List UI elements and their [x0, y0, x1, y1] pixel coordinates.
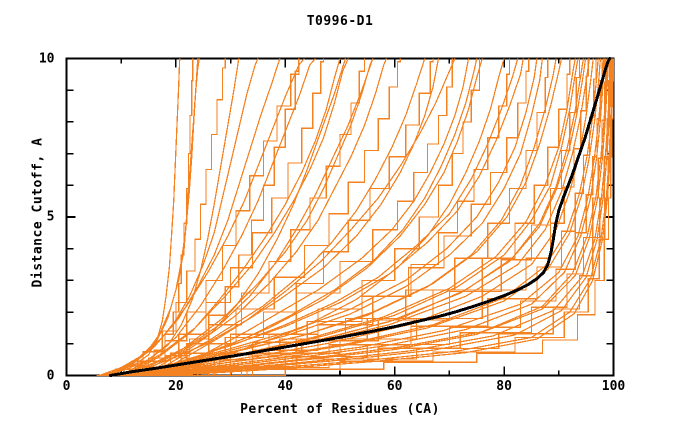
- model-curve: [110, 58, 300, 377]
- model-curve: [112, 58, 305, 377]
- model-curve: [154, 58, 611, 377]
- model-curve: [164, 58, 505, 377]
- model-curve: [134, 58, 401, 377]
- model-curve: [142, 58, 388, 377]
- model-curve: [164, 58, 470, 377]
- model-curve: [132, 58, 605, 377]
- model-curve: [137, 58, 603, 377]
- model-curve: [126, 58, 563, 377]
- model-curve: [126, 58, 538, 377]
- model-curve: [159, 58, 612, 377]
- model-curve: [143, 58, 606, 377]
- model-curves: [96, 58, 615, 377]
- model-curve: [148, 58, 612, 377]
- model-curve: [175, 58, 615, 377]
- x-tick-label: 80: [496, 379, 512, 394]
- y-tick-label: 0: [46, 368, 55, 383]
- model-curve: [121, 58, 587, 377]
- x-axis-title: Percent of Residues (CA): [240, 402, 440, 417]
- model-curve: [137, 58, 374, 377]
- model-curve: [107, 58, 281, 377]
- y-tick-label: 10: [38, 51, 55, 66]
- model-curve: [126, 58, 456, 377]
- model-curve: [137, 58, 434, 377]
- model-curve: [148, 58, 483, 377]
- x-tick-label: 0: [62, 379, 71, 394]
- model-curve: [123, 58, 349, 377]
- model-curve: [154, 58, 481, 377]
- reference-curve: [108, 57, 612, 377]
- x-tick-label: 40: [277, 379, 294, 394]
- model-curve: [131, 58, 524, 377]
- model-curve: [102, 58, 226, 377]
- model-curve: [148, 58, 609, 377]
- model-curve: [115, 58, 347, 377]
- model-curve: [99, 58, 181, 377]
- model-curve: [126, 58, 341, 377]
- chart-title: T0996-D1: [306, 14, 374, 29]
- model-curve: [126, 58, 594, 377]
- model-curve: [175, 58, 511, 377]
- model-curve: [118, 58, 571, 377]
- model-curve: [143, 58, 610, 377]
- model-curve: [109, 58, 259, 377]
- x-tick-label: 100: [601, 379, 626, 394]
- model-curve: [137, 58, 607, 377]
- x-tick-label: 60: [386, 379, 403, 394]
- model-curve: [148, 58, 426, 377]
- model-curve: [126, 58, 601, 377]
- model-curve: [120, 58, 316, 377]
- x-tick-label: 20: [168, 379, 184, 394]
- model-curve: [121, 58, 544, 377]
- model-curve: [104, 58, 201, 377]
- model-curve: [118, 58, 325, 377]
- model-curve: [159, 58, 453, 377]
- model-curve: [115, 58, 549, 377]
- model-curve: [153, 58, 440, 377]
- model-curve: [121, 58, 557, 377]
- model-curve: [121, 58, 597, 377]
- model-curve: [120, 58, 374, 377]
- model-curve: [104, 58, 240, 377]
- y-tick-label: 5: [46, 209, 55, 225]
